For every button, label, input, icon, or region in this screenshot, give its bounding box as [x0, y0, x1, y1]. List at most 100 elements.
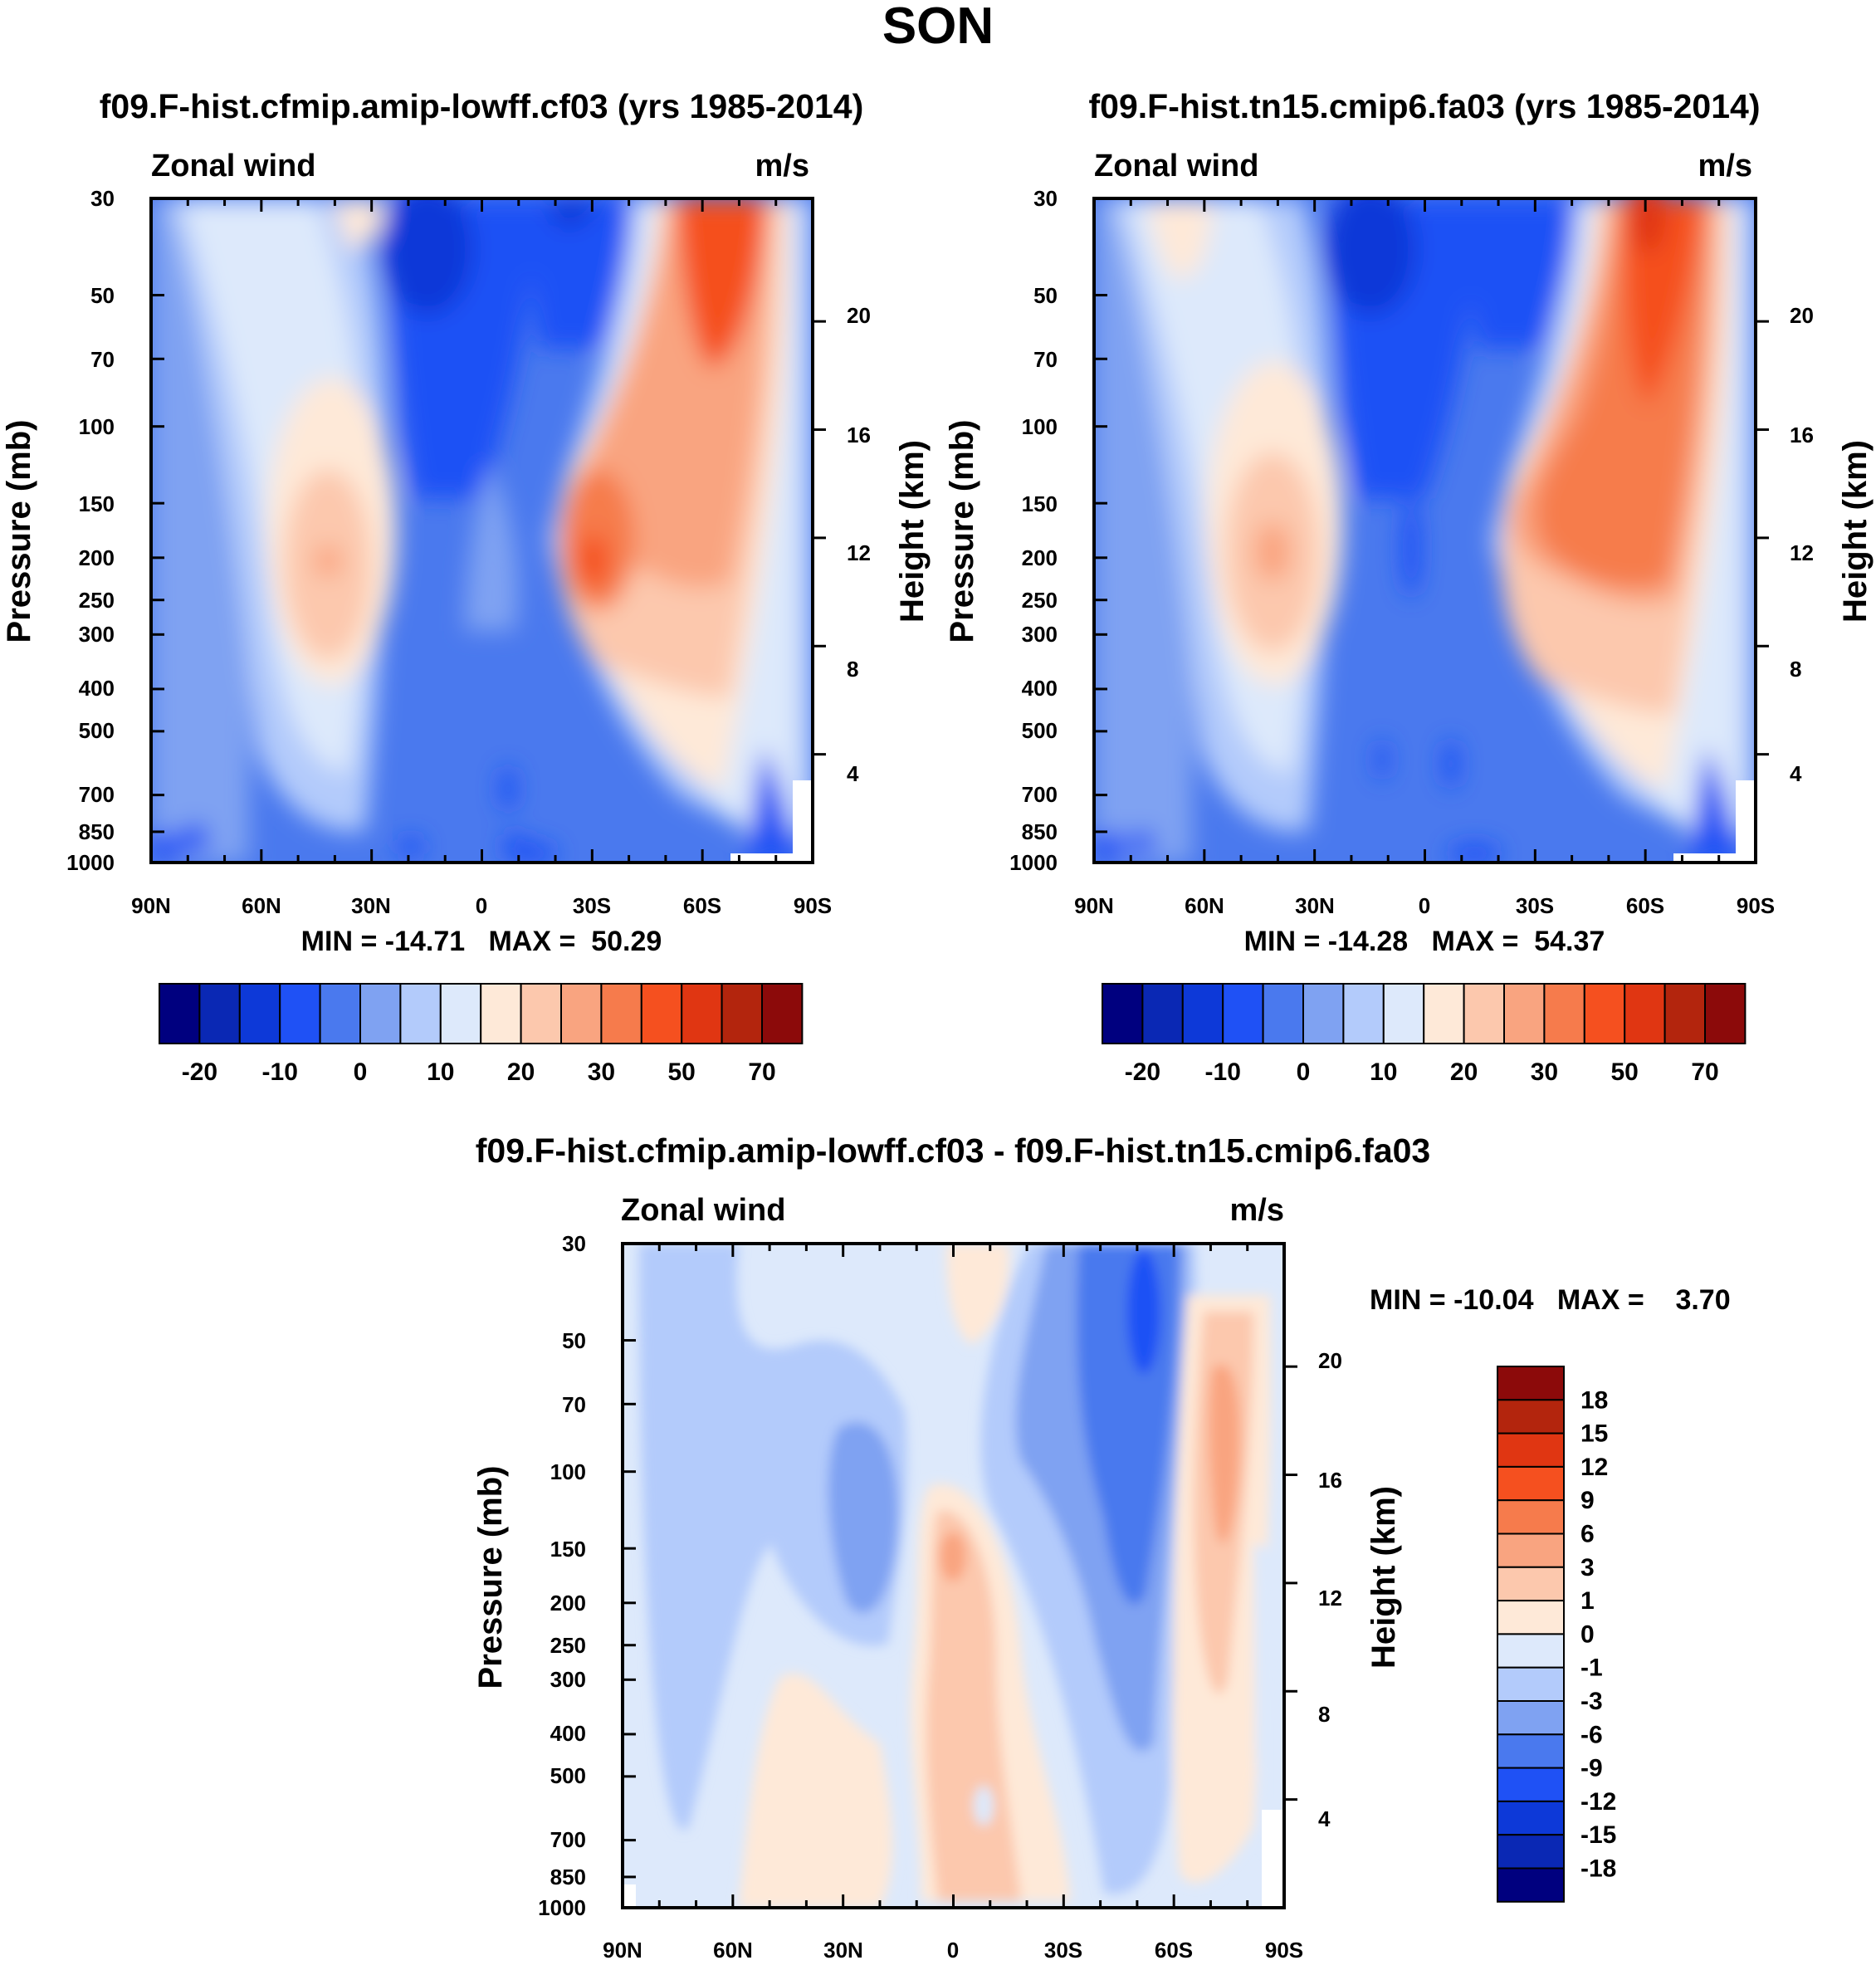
- panel-reference-xtick: 0: [1419, 893, 1430, 918]
- colorbar-swatch: [1497, 1432, 1565, 1468]
- colorbar-swatch: [1497, 1600, 1565, 1635]
- colorbar-swatch: [1497, 1633, 1565, 1669]
- panel-difference-contour-field: [623, 1244, 1284, 1908]
- panel-reference-ytick: 500: [1022, 718, 1058, 743]
- panel-difference-ytick: 100: [550, 1459, 586, 1484]
- panel-reference-ytick: 700: [1022, 782, 1058, 807]
- panel-reference-y2tick: 16: [1790, 423, 1814, 447]
- panel-difference-y2tick: 20: [1318, 1348, 1342, 1373]
- panel-difference-ytick: 70: [562, 1392, 586, 1417]
- panel-difference-ylabel: Pressure (mb): [472, 1466, 509, 1689]
- colorbar-swatch: [238, 983, 281, 1044]
- colorbar-swatch: [1583, 983, 1626, 1044]
- colorbar-label: -3: [1580, 1688, 1603, 1715]
- colorbar-label: -18: [1580, 1855, 1616, 1883]
- panel-control-ytick: 700: [79, 782, 115, 807]
- colorbar-swatch: [721, 983, 763, 1044]
- panel-reference-ytick: 100: [1022, 414, 1058, 439]
- panel-control-variable-label: Zonal wind: [151, 149, 315, 183]
- colorbar-swatch: [681, 983, 723, 1044]
- panel-control-ytick: 850: [79, 819, 115, 844]
- colorbar-swatch: [1543, 983, 1585, 1044]
- panel-control-y2tick: 8: [847, 657, 858, 682]
- panel-difference-title: f09.F-hist.cfmip.amip-lowff.cf03 - f09.F…: [476, 1132, 1431, 1170]
- panel-difference-ytick: 250: [550, 1633, 586, 1658]
- panel-reference-y2label: Height (km): [1837, 440, 1874, 623]
- colorbar-label: 6: [1580, 1521, 1595, 1548]
- colorbar-label: 30: [1531, 1058, 1558, 1086]
- panel-difference-xtick: 60N: [713, 1938, 753, 1963]
- panel-reference-y2tick: 20: [1790, 303, 1814, 328]
- panel-control-y2tick: 20: [847, 303, 871, 328]
- panel-reference-ytick: 30: [1033, 186, 1058, 211]
- colorbar-label: -9: [1580, 1755, 1603, 1782]
- colorbar-label: 9: [1580, 1487, 1595, 1514]
- panel-control-frame: [149, 197, 826, 864]
- colorbar-label: -1: [1580, 1655, 1603, 1682]
- panel-reference-frame: [1092, 197, 1769, 864]
- colorbar-swatch: [1497, 1366, 1565, 1401]
- panel-reference-units-label: m/s: [1698, 149, 1752, 183]
- panel-difference-ytick: 150: [550, 1537, 586, 1562]
- panel-reference-ytick: 70: [1033, 347, 1058, 372]
- colorbar-swatch: [600, 983, 642, 1044]
- panel-difference: f09.F-hist.cfmip.amip-lowff.cf03 - f09.F…: [472, 1132, 1731, 1963]
- colorbar-swatch: [520, 983, 562, 1044]
- colorbar-label: -10: [1205, 1058, 1241, 1086]
- panel-reference-minmax: MIN = -14.28 MAX = 54.37: [1244, 926, 1605, 957]
- colorbar-swatch: [1497, 1465, 1565, 1502]
- figure-title: SON: [882, 0, 994, 55]
- colorbar-swatch: [1497, 1499, 1565, 1535]
- panel-difference-y2tick: 16: [1318, 1468, 1342, 1493]
- panel-difference-units-label: m/s: [1230, 1193, 1284, 1228]
- panel-reference-xtick: 30N: [1295, 893, 1335, 918]
- panel-difference-xtick: 30S: [1044, 1938, 1082, 1963]
- panel-reference-contour-field: [1094, 198, 1756, 863]
- colorbar-swatch: [359, 983, 402, 1044]
- panel-difference-y2tick: 8: [1318, 1702, 1330, 1727]
- colorbar-swatch: [761, 983, 804, 1044]
- colorbar-swatch: [1302, 983, 1345, 1044]
- panel-reference: f09.F-hist.tn15.cmip6.fa03 (yrs 1985-201…: [944, 87, 1874, 1086]
- colorbar-swatch: [1663, 983, 1706, 1044]
- colorbar-swatch: [1497, 1700, 1565, 1736]
- panel-reference-xtick: 60S: [1626, 893, 1664, 918]
- panel-control-title: f09.F-hist.cfmip.amip-lowff.cf03 (yrs 19…: [100, 87, 864, 125]
- panel-difference-ytick: 700: [550, 1827, 586, 1852]
- panel-difference-frame: [621, 1242, 1297, 1909]
- panel-reference-ytick: 850: [1022, 819, 1058, 844]
- panel-control: f09.F-hist.cfmip.amip-lowff.cf03 (yrs 19…: [1, 87, 931, 1086]
- colorbar-swatch: [1704, 983, 1747, 1044]
- panel-control-ytick: 50: [90, 283, 115, 308]
- colorbar-swatch: [1497, 1666, 1565, 1702]
- colorbar-swatch: [1497, 1532, 1565, 1568]
- panel-reference-variable-label: Zonal wind: [1094, 149, 1258, 183]
- colorbar-swatch: [1423, 983, 1465, 1044]
- panel-difference-ytick: 200: [550, 1591, 586, 1616]
- panel-reference-xtick: 60N: [1185, 893, 1224, 918]
- colorbar-label: -10: [262, 1058, 298, 1086]
- colorbar-swatch: [1102, 983, 1144, 1044]
- colorbar-swatch: [1222, 983, 1264, 1044]
- colorbar-label: -6: [1580, 1721, 1603, 1748]
- panel-control-y2tick: 12: [847, 540, 871, 565]
- panel-control-xtick: 60S: [683, 893, 721, 918]
- panel-difference-xtick: 30N: [823, 1938, 863, 1963]
- colorbar-swatch: [1382, 983, 1425, 1044]
- panel-control-xtick: 90N: [131, 893, 171, 918]
- colorbar-swatch: [198, 983, 241, 1044]
- colorbar-swatch: [1624, 983, 1666, 1044]
- panel-difference-ytick: 500: [550, 1763, 586, 1788]
- colorbar-label: 70: [748, 1058, 775, 1086]
- colorbar-label: 20: [507, 1058, 535, 1086]
- panel-difference-ytick: 850: [550, 1865, 586, 1889]
- panel-difference-ytick: 50: [562, 1328, 586, 1353]
- panel-difference-xtick: 90N: [603, 1938, 642, 1963]
- colorbar-label: 18: [1580, 1386, 1608, 1414]
- panel-control-ytick: 400: [79, 676, 115, 701]
- panel-control-ytick: 250: [79, 588, 115, 613]
- panel-control-ytick: 100: [79, 414, 115, 439]
- panel-control-ytick: 30: [90, 186, 115, 211]
- colorbar-label: -12: [1580, 1788, 1616, 1816]
